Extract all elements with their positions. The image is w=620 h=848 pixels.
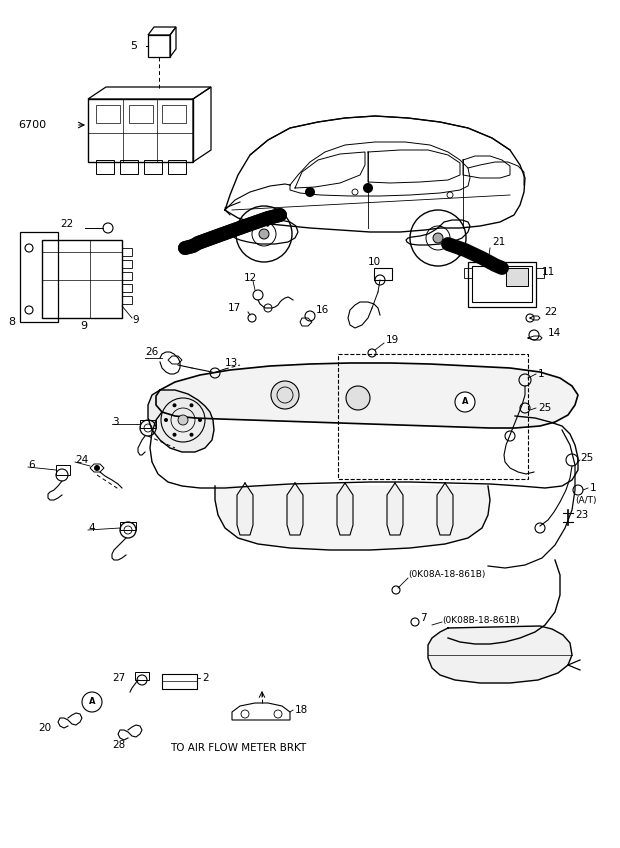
Text: 16: 16	[316, 305, 329, 315]
Circle shape	[198, 418, 202, 422]
Bar	[135, 672, 149, 680]
Text: 21: 21	[492, 237, 505, 247]
Text: 19: 19	[386, 335, 399, 345]
Text: (0K08B-18-861B): (0K08B-18-861B)	[442, 616, 520, 624]
Polygon shape	[437, 483, 453, 535]
Text: 6700: 6700	[18, 120, 46, 130]
Bar	[88, 99, 193, 162]
Bar	[120, 160, 138, 174]
Text: 9: 9	[132, 315, 139, 325]
Bar	[468, 262, 536, 307]
Circle shape	[346, 386, 370, 410]
Bar	[122, 248, 132, 256]
Polygon shape	[215, 486, 490, 550]
Circle shape	[172, 432, 177, 437]
Text: A: A	[89, 698, 95, 706]
Circle shape	[455, 392, 475, 412]
Text: 20: 20	[38, 723, 51, 733]
Polygon shape	[387, 483, 403, 535]
Polygon shape	[148, 390, 214, 452]
Text: 8: 8	[8, 317, 15, 327]
Circle shape	[190, 404, 193, 407]
Text: 27: 27	[112, 673, 125, 683]
Text: 17: 17	[228, 303, 241, 313]
Text: 1: 1	[538, 369, 544, 379]
Bar	[42, 240, 122, 318]
Bar	[338, 354, 528, 479]
Bar	[536, 268, 544, 278]
Bar	[168, 160, 186, 174]
Bar	[129, 105, 153, 123]
Circle shape	[271, 381, 299, 409]
Text: 10: 10	[368, 257, 381, 267]
Circle shape	[82, 692, 102, 712]
Text: 11: 11	[542, 267, 556, 277]
Text: (A/T): (A/T)	[575, 495, 596, 505]
Text: 7: 7	[420, 613, 427, 623]
Bar	[96, 160, 114, 174]
Bar	[122, 284, 132, 292]
Text: (0K08A-18-861B): (0K08A-18-861B)	[408, 571, 485, 579]
Text: 14: 14	[548, 328, 561, 338]
Bar	[122, 272, 132, 280]
Text: 9: 9	[80, 321, 87, 331]
Polygon shape	[156, 363, 578, 428]
Bar	[56, 465, 70, 475]
Bar	[144, 160, 162, 174]
Polygon shape	[287, 483, 303, 535]
Text: 23: 23	[575, 510, 588, 520]
Text: 3: 3	[112, 417, 118, 427]
Text: TO AIR FLOW METER BRKT: TO AIR FLOW METER BRKT	[170, 743, 306, 753]
Bar	[20, 232, 58, 322]
Circle shape	[164, 418, 168, 422]
Circle shape	[433, 233, 443, 243]
Text: 22: 22	[544, 307, 557, 317]
Circle shape	[178, 415, 188, 425]
Text: 2: 2	[202, 673, 208, 683]
Circle shape	[172, 404, 177, 407]
Polygon shape	[237, 483, 253, 535]
Bar	[374, 268, 392, 280]
Circle shape	[363, 183, 373, 193]
Circle shape	[305, 187, 315, 197]
Bar	[162, 105, 186, 123]
Text: 6: 6	[28, 460, 35, 470]
Text: 26: 26	[145, 347, 158, 357]
Polygon shape	[337, 483, 353, 535]
Circle shape	[259, 229, 269, 239]
Text: 25: 25	[538, 403, 551, 413]
Bar	[148, 35, 170, 57]
Text: 12: 12	[244, 273, 257, 283]
Bar	[506, 268, 528, 286]
Text: 5: 5	[130, 41, 137, 51]
Bar	[120, 522, 136, 530]
Polygon shape	[428, 626, 572, 683]
Bar	[472, 266, 532, 302]
Bar	[122, 296, 132, 304]
Circle shape	[94, 465, 100, 471]
Text: 25: 25	[580, 453, 593, 463]
Text: 4: 4	[88, 523, 95, 533]
Text: 18: 18	[295, 705, 308, 715]
Circle shape	[190, 432, 193, 437]
Bar	[96, 105, 120, 123]
Text: A: A	[462, 398, 468, 406]
Text: 28: 28	[112, 740, 125, 750]
Text: 1: 1	[590, 483, 596, 493]
Bar	[122, 260, 132, 268]
Text: 22: 22	[60, 219, 73, 229]
Text: 13: 13	[225, 358, 238, 368]
Text: 24: 24	[75, 455, 88, 465]
Bar	[162, 674, 197, 689]
Bar	[464, 268, 472, 278]
Bar	[140, 420, 156, 428]
